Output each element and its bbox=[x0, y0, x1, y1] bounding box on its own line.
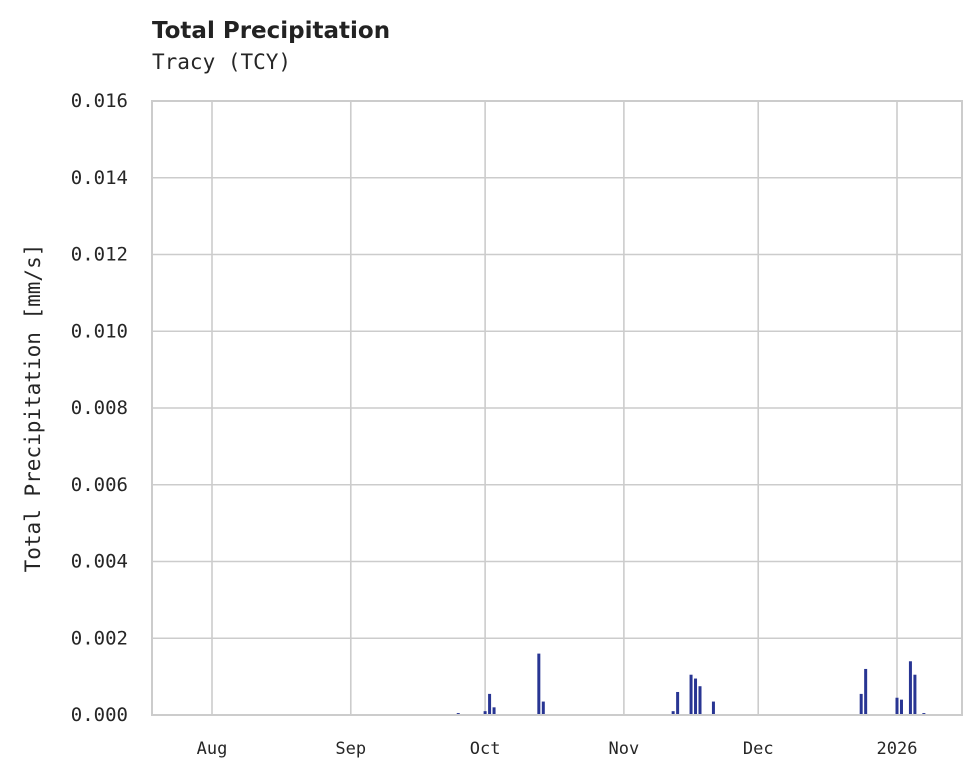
precip-bar bbox=[537, 653, 541, 715]
x-tick-label: Dec bbox=[743, 739, 774, 759]
data-bars bbox=[456, 653, 926, 715]
x-tick-label: 2026 bbox=[877, 739, 918, 759]
precip-bar bbox=[864, 668, 868, 715]
x-tick-label: Sep bbox=[335, 739, 366, 759]
plot-frame bbox=[151, 100, 963, 716]
x-axis-ticks: Aug Sep Oct Nov Dec 2026 bbox=[197, 739, 918, 759]
y-tick-label: 0.004 bbox=[71, 551, 128, 573]
precip-bar bbox=[676, 691, 680, 715]
x-tick-label: Aug bbox=[197, 739, 228, 759]
precip-bar bbox=[483, 711, 487, 715]
x-tick-label: Nov bbox=[609, 739, 640, 759]
chart-subtitle: Tracy (TCY) bbox=[152, 50, 292, 74]
chart-title: Total Precipitation bbox=[152, 18, 391, 44]
precip-bar bbox=[899, 699, 903, 715]
y-tick-label: 0.000 bbox=[71, 704, 128, 726]
precip-bar bbox=[895, 697, 899, 715]
y-tick-label: 0.016 bbox=[71, 90, 128, 112]
y-axis-ticks: 0.000 0.002 0.004 0.006 0.008 0.010 0.012 0.014… bbox=[71, 90, 128, 726]
precip-bar bbox=[671, 711, 675, 715]
y-tick-label: 0.008 bbox=[71, 397, 128, 419]
precip-bar bbox=[689, 674, 693, 715]
precip-bar bbox=[859, 693, 863, 715]
precip-bar bbox=[492, 707, 496, 715]
precip-bar bbox=[488, 693, 492, 715]
precip-bar bbox=[698, 686, 702, 715]
x-tick-label: Oct bbox=[470, 739, 501, 759]
y-tick-label: 0.006 bbox=[71, 474, 128, 496]
precip-bar bbox=[711, 701, 715, 715]
y-tick-label: 0.002 bbox=[71, 627, 128, 649]
precip-bar bbox=[908, 661, 912, 715]
precip-bar bbox=[541, 701, 545, 715]
y-tick-label: 0.012 bbox=[71, 244, 128, 266]
y-tick-label: 0.010 bbox=[71, 320, 128, 342]
gridlines bbox=[152, 100, 962, 716]
precip-bar bbox=[694, 678, 698, 715]
precip-bar bbox=[913, 674, 917, 715]
y-tick-label: 0.014 bbox=[71, 167, 128, 189]
